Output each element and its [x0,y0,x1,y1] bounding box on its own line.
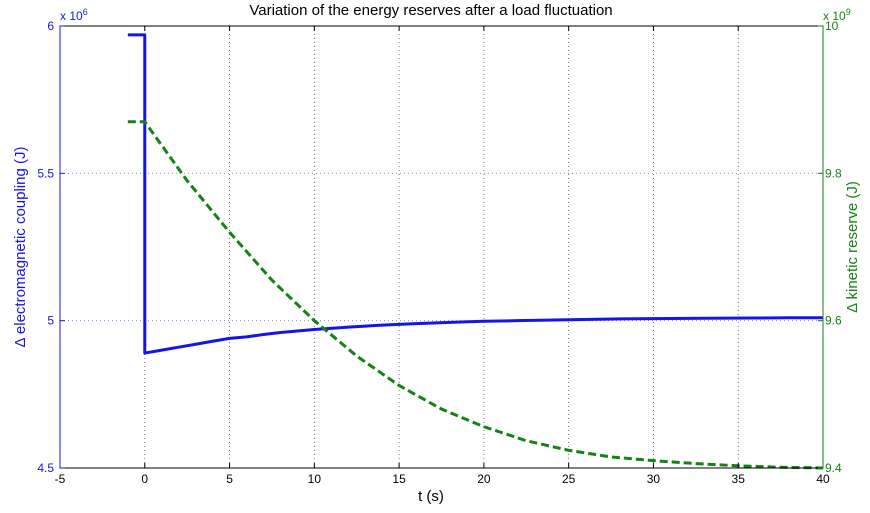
right-exponent-base: x 10 [823,9,846,23]
right-tick-label: 10 [825,19,839,33]
right-exponent-power: 9 [846,7,851,17]
x-tick-label: 0 [141,472,148,486]
right-axis-exponent: x 109 [823,7,851,23]
series-layer [127,33,824,470]
x-tick-label: -5 [55,472,66,486]
x-axis-label: t (s) [418,488,444,505]
ticks: -5 0 5 10 15 20 25 30 35 40 4.5 5 5.5 6 9.4 9.6 9.8 10 [37,19,842,486]
x-tick-label: 40 [816,472,830,486]
left-axis-label: Δ electromagnetic coupling (J) [12,147,29,348]
x-tick-label: 5 [226,472,233,486]
plot-area [60,26,823,468]
x-tick-label: 25 [562,472,576,486]
left-tick-label: 5 [47,314,54,328]
left-tick-label: 5.5 [37,166,54,180]
left-tick-label: 6 [47,19,54,33]
series-line-electromagnetic [127,33,823,355]
left-exponent-base: x 10 [60,9,83,23]
x-tick-label: 10 [308,472,322,486]
x-tick-label: 20 [477,472,491,486]
left-exponent-power: 6 [83,7,88,17]
right-tick-label: 9.4 [825,461,842,475]
x-tick-label: 35 [732,472,746,486]
x-tick-label: 30 [647,472,661,486]
series-line-kinetic [127,120,824,470]
right-tick-label: 9.6 [825,314,842,328]
x-tick-label: 15 [392,472,406,486]
left-axis-exponent: x 106 [60,7,88,23]
left-tick-label: 4.5 [37,461,54,475]
chart-title: Variation of the energy reserves after a… [249,2,612,19]
right-tick-label: 9.8 [825,166,842,180]
right-axis-label: Δ kinetic reserve (J) [844,181,861,313]
